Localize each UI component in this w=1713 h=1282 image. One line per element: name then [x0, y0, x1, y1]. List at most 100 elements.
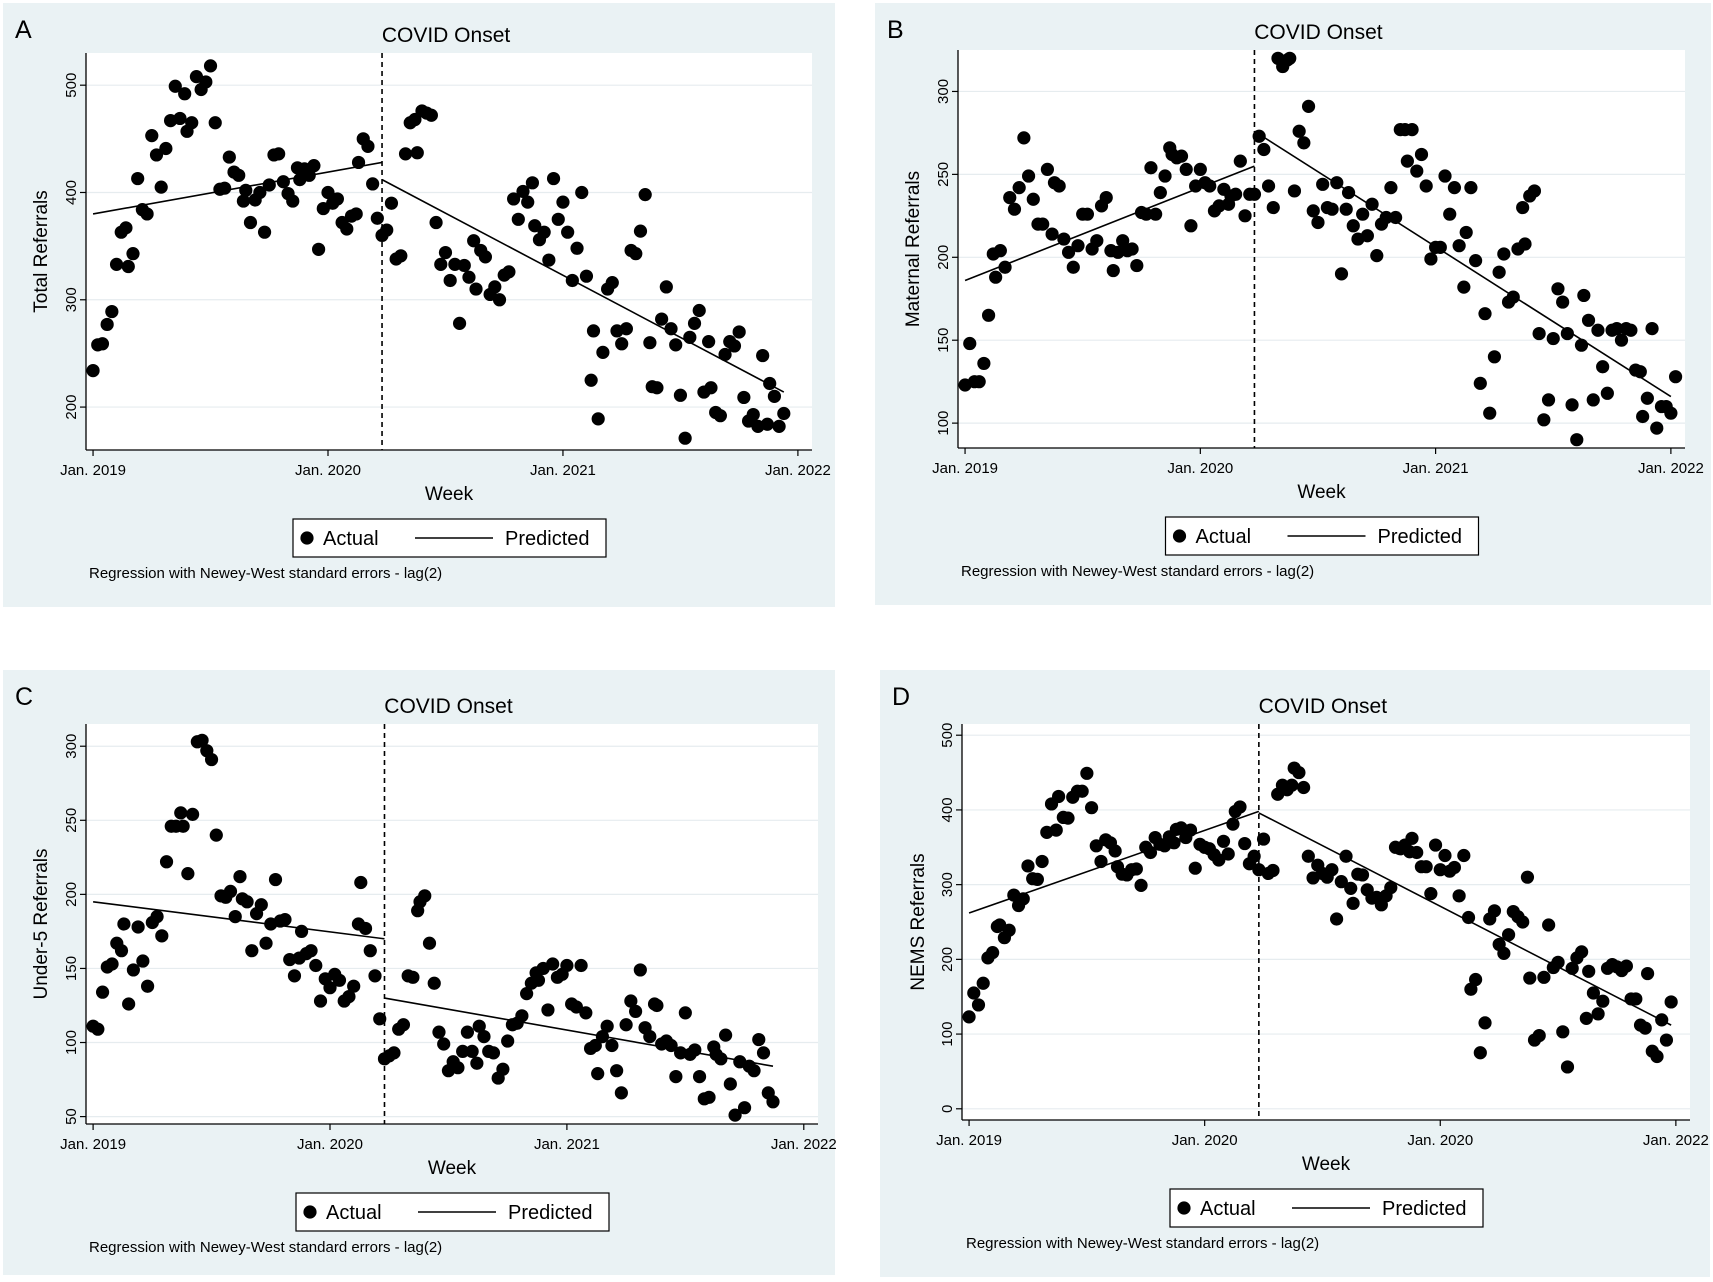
data-point [452, 316, 467, 330]
data-point [173, 111, 187, 126]
x-tick-label: Jan. 2020 [295, 462, 361, 479]
data-point [1389, 210, 1403, 225]
legend-label-actual: Actual [1200, 1198, 1256, 1220]
data-point [976, 976, 990, 990]
data-point [358, 921, 373, 936]
data-point [105, 957, 119, 971]
data-point [1400, 154, 1414, 168]
data-point [422, 936, 437, 950]
data-point [121, 259, 135, 274]
x-tick-label: Jan. 2020 [1407, 1132, 1473, 1149]
y-tick-label: 300 [939, 872, 956, 897]
data-point [1664, 995, 1678, 1009]
data-point [584, 373, 598, 387]
data-point [1370, 249, 1384, 263]
regression-note: Regression with Newey-West standard erro… [89, 565, 442, 582]
data-point [1233, 154, 1247, 168]
data-point [1384, 881, 1398, 895]
legend: Actual Predicted [1169, 1188, 1484, 1228]
data-point [1334, 875, 1348, 889]
data-point [140, 979, 155, 993]
y-tick-label: 300 [63, 287, 80, 312]
data-point [1624, 323, 1638, 337]
data-point [1433, 240, 1447, 254]
data-point [1579, 1011, 1593, 1025]
data-point [1130, 258, 1144, 273]
y-axis-title: Total Referrals [31, 190, 52, 313]
data-point [767, 389, 782, 403]
data-point [304, 944, 318, 958]
data-point [1516, 200, 1530, 215]
data-point [502, 265, 516, 279]
data-point [145, 129, 159, 143]
data-point [702, 1090, 716, 1104]
data-point [332, 973, 347, 987]
data-point [1017, 131, 1031, 145]
data-point [1473, 1046, 1487, 1060]
y-tick-label: 250 [935, 162, 952, 187]
data-point [176, 819, 190, 833]
data-point [1542, 918, 1556, 932]
data-point [763, 376, 777, 391]
data-point [1410, 845, 1424, 860]
legend: Actual Predicted [295, 1192, 610, 1232]
data-point [723, 1077, 737, 1091]
data-point [1600, 386, 1614, 400]
covid-onset-label: COVID Onset [1259, 695, 1388, 718]
data-point [537, 225, 551, 239]
data-point [1424, 252, 1438, 266]
data-point [727, 339, 742, 353]
legend-label-predicted: Predicted [508, 1202, 593, 1224]
data-point [313, 994, 328, 1008]
data-point [1457, 848, 1471, 863]
data-point [276, 175, 290, 189]
data-point [323, 981, 337, 995]
data-point [1012, 181, 1026, 195]
data-point [1469, 254, 1483, 268]
data-point [1129, 862, 1143, 876]
data-point [600, 1019, 614, 1033]
data-point [1346, 896, 1360, 910]
data-point [469, 282, 483, 296]
data-point [1452, 889, 1466, 903]
data-point [268, 872, 283, 887]
data-point [1461, 910, 1476, 925]
data-point [1061, 245, 1076, 259]
data-point [570, 241, 584, 255]
data-point [100, 317, 114, 332]
data-point [692, 1069, 707, 1084]
data-point [1106, 263, 1120, 278]
data-point [1650, 1049, 1664, 1064]
data-point [1030, 872, 1044, 887]
data-point [478, 250, 493, 264]
data-point [1002, 923, 1016, 937]
data-point [643, 1029, 657, 1044]
data-point [628, 1004, 643, 1019]
data-point [140, 207, 154, 221]
data-point [168, 79, 182, 93]
data-point [1052, 179, 1066, 193]
data-point [457, 258, 471, 273]
data-point [1099, 190, 1113, 205]
data-point [114, 944, 129, 958]
data-point [605, 276, 619, 290]
data-point [1261, 179, 1276, 193]
data-point [1080, 207, 1095, 221]
data-point [1134, 878, 1148, 892]
data-point [155, 929, 169, 943]
data-point [1560, 1060, 1575, 1074]
legend-label-predicted: Predicted [1378, 526, 1463, 548]
y-tick-label: 200 [63, 395, 80, 420]
data-point [1174, 149, 1189, 163]
data-point [354, 875, 368, 890]
data-point [1638, 1021, 1652, 1035]
y-axis-title: Under-5 Referrals [31, 849, 52, 1000]
data-point [1428, 838, 1443, 852]
data-point [1080, 766, 1094, 780]
predicted-line [93, 900, 385, 940]
predicted-line [968, 810, 1260, 914]
data-point [119, 221, 133, 235]
data-point [1424, 887, 1438, 901]
data-point [1478, 1016, 1492, 1030]
data-point [1405, 123, 1419, 137]
